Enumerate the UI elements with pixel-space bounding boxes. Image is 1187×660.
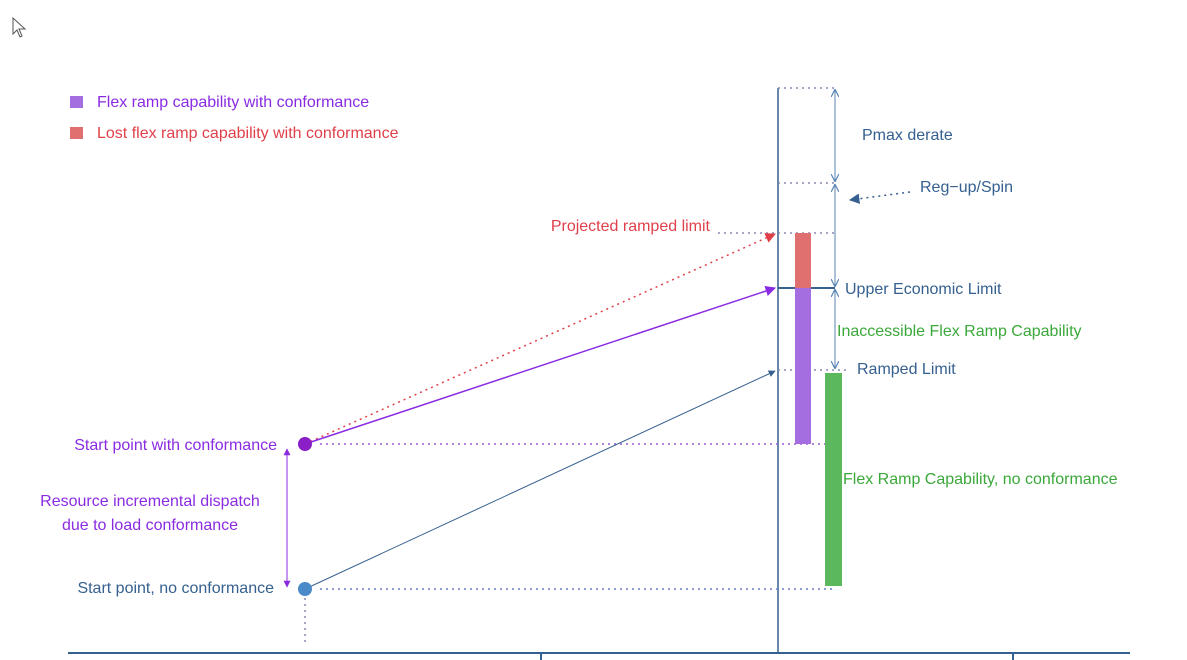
legend-swatch	[70, 96, 83, 108]
legend-label: Lost flex ramp capability with conforman…	[97, 125, 399, 142]
legend-label: Flex ramp capability with conformance	[97, 94, 369, 111]
conformance-line	[304, 285, 776, 445]
label: Start point with conformance	[74, 437, 277, 454]
start-point	[298, 437, 312, 451]
conformance-bar	[795, 288, 811, 444]
cursor	[12, 16, 27, 38]
label: Pmax derate	[862, 127, 953, 144]
projected-line	[304, 233, 776, 445]
no-conformance-line	[304, 370, 776, 590]
label: due to load conformance	[62, 517, 238, 534]
reg-arrow	[848, 191, 911, 204]
no-conformance-bar	[825, 373, 842, 586]
label: Upper Economic Limit	[845, 281, 1002, 298]
label: Inaccessible Flex Ramp Capability	[837, 323, 1082, 340]
label: Resource incremental dispatch	[40, 493, 260, 510]
lost-bar	[795, 233, 811, 288]
start-point	[298, 582, 312, 596]
label: Projected ramped limit	[551, 218, 711, 235]
label: Reg−up/Spin	[920, 179, 1013, 196]
legend-swatch	[70, 127, 83, 139]
label: Ramped Limit	[857, 361, 956, 378]
label: Start point, no conformance	[77, 580, 274, 597]
label: Flex Ramp Capability, no conformance	[843, 471, 1118, 488]
guide-lines	[304, 87, 850, 645]
